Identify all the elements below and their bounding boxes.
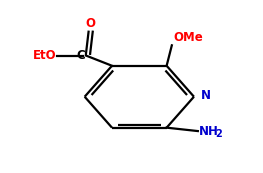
Text: OMe: OMe — [173, 31, 203, 44]
Text: EtO: EtO — [32, 49, 56, 62]
Text: NH: NH — [199, 125, 219, 138]
Text: N: N — [200, 89, 210, 102]
Text: 2: 2 — [215, 129, 221, 139]
Text: O: O — [86, 17, 96, 30]
Text: C: C — [76, 49, 85, 62]
